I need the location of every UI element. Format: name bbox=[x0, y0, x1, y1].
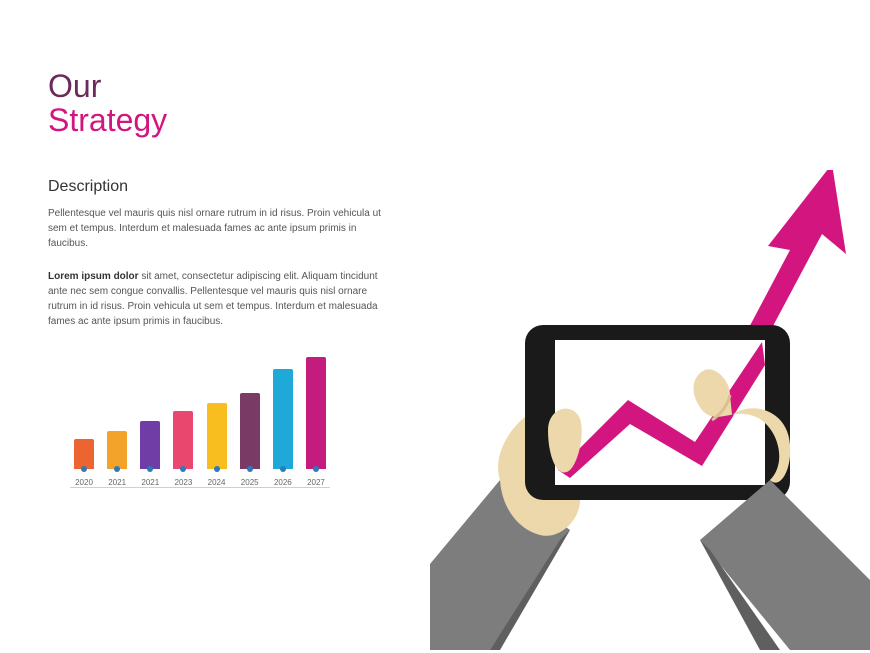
bar bbox=[273, 369, 293, 469]
title-line-1: Our bbox=[48, 70, 167, 104]
bar-wrap: 2025 bbox=[236, 393, 264, 487]
description-block: Description Pellentesque vel mauris quis… bbox=[48, 178, 398, 347]
title-block: Our Strategy bbox=[48, 70, 167, 137]
bar-label: 2024 bbox=[208, 478, 226, 487]
bar-wrap: 2027 bbox=[302, 357, 330, 487]
description-paragraph-2: Lorem ipsum dolor sit amet, consectetur … bbox=[48, 269, 398, 329]
axis-tick-dot bbox=[147, 466, 153, 472]
description-heading: Description bbox=[48, 178, 398, 196]
bar-wrap: 2021 bbox=[103, 431, 131, 487]
bar-label: 2027 bbox=[307, 478, 325, 487]
bar-label: 2025 bbox=[241, 478, 259, 487]
bar-label: 2020 bbox=[75, 478, 93, 487]
bar bbox=[306, 357, 326, 469]
right-sleeve bbox=[700, 480, 870, 650]
axis-tick-dot bbox=[247, 466, 253, 472]
bar-chart-bars: 2020 2021 2021 2023 2024 2025 2026 2027 bbox=[70, 368, 330, 488]
description-paragraph-1: Pellentesque vel mauris quis nisl ornare… bbox=[48, 206, 398, 251]
axis-tick-dot bbox=[313, 466, 319, 472]
bar-wrap: 2020 bbox=[70, 439, 98, 487]
bar bbox=[173, 411, 193, 469]
bar-wrap: 2024 bbox=[203, 403, 231, 487]
description-lead-bold: Lorem ipsum dolor bbox=[48, 271, 139, 282]
bar-label: 2026 bbox=[274, 478, 292, 487]
tablet-arrow-illustration bbox=[430, 170, 870, 650]
bar-label: 2021 bbox=[108, 478, 126, 487]
axis-tick-dot bbox=[214, 466, 220, 472]
bar bbox=[107, 431, 127, 469]
title-line-2: Strategy bbox=[48, 104, 167, 138]
axis-tick-dot bbox=[280, 466, 286, 472]
bar bbox=[74, 439, 94, 469]
bar-label: 2023 bbox=[175, 478, 193, 487]
bar-label: 2021 bbox=[141, 478, 159, 487]
axis-tick-dot bbox=[180, 466, 186, 472]
axis-tick-dot bbox=[114, 466, 120, 472]
bar-wrap: 2021 bbox=[136, 421, 164, 487]
bar bbox=[140, 421, 160, 469]
bar bbox=[240, 393, 260, 469]
bar-chart: 2020 2021 2021 2023 2024 2025 2026 2027 bbox=[70, 368, 330, 518]
bar bbox=[207, 403, 227, 469]
bar-wrap: 2023 bbox=[169, 411, 197, 487]
axis-tick-dot bbox=[81, 466, 87, 472]
bar-wrap: 2026 bbox=[269, 369, 297, 487]
